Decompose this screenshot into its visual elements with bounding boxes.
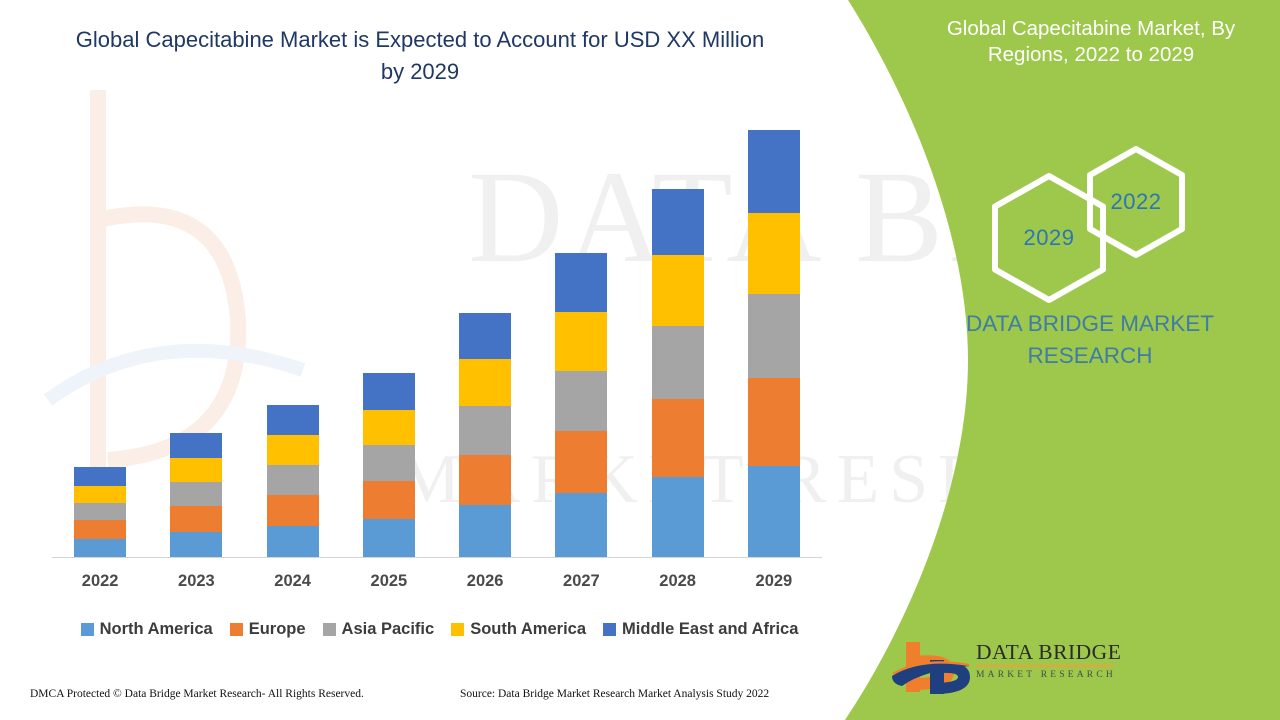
bar-segment [362, 373, 415, 410]
legend-label: Europe [248, 619, 306, 638]
legend-swatch-icon [603, 622, 617, 636]
bar-segment [651, 476, 704, 557]
bar-segment [170, 531, 223, 557]
bar-segment [74, 520, 127, 539]
bar-segment [459, 505, 512, 557]
bar-segment [651, 399, 704, 477]
bar-column [555, 253, 608, 557]
bar-segment [266, 465, 319, 495]
hexagon-outline-icon [992, 173, 1106, 303]
bar-column [747, 130, 800, 557]
panel-content: Global Capecitabine Market, By Regions, … [900, 0, 1280, 720]
bar-column [362, 373, 415, 557]
bar-segment [170, 458, 223, 483]
legend-item[interactable]: Europe [229, 619, 306, 639]
page-title: Global Capecitabine Market is Expected t… [75, 27, 765, 84]
legend-label: South America [470, 619, 587, 638]
hexagon-2022-label: 2022 [1110, 189, 1162, 214]
bar-segment [555, 492, 608, 557]
bar-segment [459, 313, 512, 360]
panel-title: Global Capecitabine Market, By Regions, … [946, 17, 1236, 66]
legend-item[interactable]: Asia Pacific [322, 619, 435, 639]
bar-segment [555, 253, 608, 313]
dbmr-mark-icon [892, 642, 970, 694]
bar-segment [747, 377, 800, 467]
chart-legend: North America Europe Asia Pacific South Ame… [52, 616, 827, 642]
bar-segment [362, 409, 415, 446]
bar-segment [459, 359, 512, 407]
dbmr-logo-divider [976, 665, 1114, 667]
legend-item[interactable]: North America [80, 619, 213, 639]
bar-segment [266, 525, 319, 557]
bar-segment [74, 538, 127, 557]
bar-column [266, 405, 319, 557]
legend-swatch-icon [451, 622, 465, 636]
hexagon-2022: 2022 [1086, 145, 1186, 259]
bar-segment [651, 254, 704, 326]
bar-segment [459, 406, 512, 455]
bar-segment [74, 467, 127, 486]
bar-segment [74, 485, 127, 503]
dbmr-logo-text: DATA BRIDGE MARKET RESEARCH [976, 640, 1122, 681]
bar-segment [266, 494, 319, 526]
footer-source: Source: Data Bridge Market Research Mark… [460, 688, 770, 700]
bar-segment [362, 481, 415, 520]
bar-segment [170, 432, 223, 459]
bar-segment [747, 213, 800, 294]
legend-label: North America [99, 619, 213, 638]
bar-segment [747, 293, 800, 378]
hexagon-outline-icon [1087, 146, 1185, 258]
legend-label: Asia Pacific [341, 619, 435, 638]
bar-segment [555, 312, 608, 371]
bar-segment [74, 502, 127, 521]
data-bridge-logo: DATA BRIDGE MARKET RESEARCH [890, 636, 1121, 698]
bar-segment [266, 435, 319, 466]
legend-item[interactable]: South America [451, 620, 586, 639]
bar-column [74, 467, 127, 557]
bar-column [459, 313, 512, 557]
bar-segment [651, 325, 704, 400]
x-axis-tick-label: 2023 [178, 572, 215, 590]
bar-segment [266, 405, 319, 436]
legend-label: Middle East and Africa [622, 619, 799, 638]
bar-segment [362, 445, 415, 482]
x-axis-tick-label: 2029 [755, 572, 793, 590]
x-axis-tick-label: 2022 [81, 572, 119, 590]
legend-swatch-icon [80, 622, 94, 636]
x-axis-line [52, 557, 822, 558]
footer-copyright: DMCA Protected © Data Bridge Market Rese… [30, 688, 364, 700]
x-axis-tick-label: 2027 [563, 572, 600, 590]
bar-segment [747, 130, 800, 214]
x-axis-tick-label: 2024 [274, 572, 311, 590]
bar-segment [555, 430, 608, 493]
bar-segment [362, 519, 415, 557]
hexagon-2029: 2029 [990, 171, 1108, 305]
chart-plot-area [52, 120, 822, 557]
bar-column [651, 189, 704, 557]
bar-segment [651, 189, 704, 255]
x-axis-tick-label: 2028 [659, 572, 696, 590]
bar-column [170, 432, 223, 557]
bar-segment [170, 482, 223, 507]
dbmr-logo-line1: DATA BRIDGE [976, 640, 1122, 664]
hexagon-group: 2029 2022 [900, 130, 1280, 303]
bar-segment [170, 506, 223, 532]
bar-segment [747, 466, 800, 557]
bar-segment [459, 454, 512, 506]
x-axis-tick-label: 2025 [370, 572, 408, 590]
x-axis-labels: 2022 2023 2024 2025 2026 2027 2028 2029 [52, 572, 822, 598]
x-axis-tick-label: 2026 [466, 572, 504, 590]
legend-swatch-icon [322, 622, 336, 636]
footer: DMCA Protected © Data Bridge Market Rese… [0, 680, 860, 716]
hexagon-2029-label: 2029 [1023, 225, 1075, 250]
bar-segment [555, 370, 608, 431]
dbmr-logo-line2: MARKET RESEARCH [976, 669, 1116, 680]
panel-brand-text: DATA BRIDGE MARKET RESEARCH [966, 311, 1214, 368]
legend-swatch-icon [229, 622, 243, 636]
legend-item[interactable]: Middle East and Africa [603, 620, 798, 639]
